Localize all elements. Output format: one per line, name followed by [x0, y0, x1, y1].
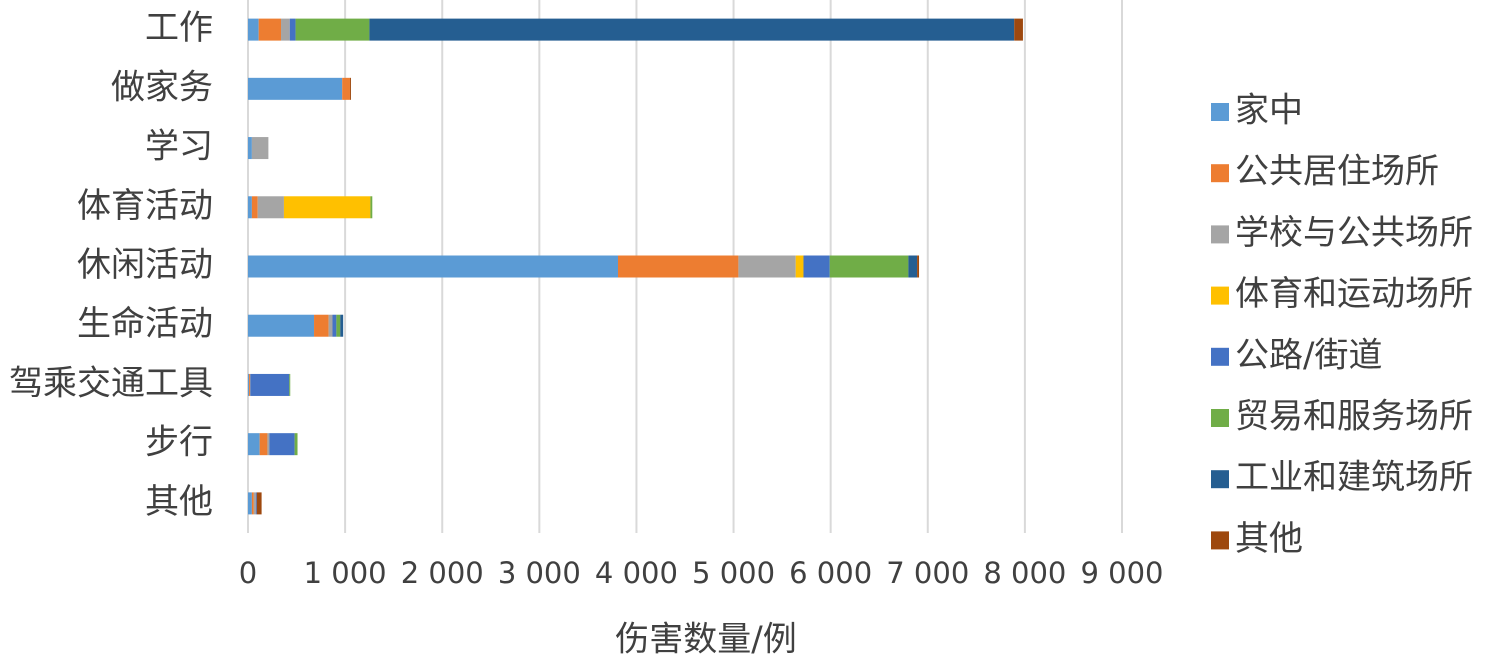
bar-segment — [251, 196, 258, 219]
y-tick-label: 驾乘交通工具 — [9, 363, 213, 403]
legend-swatch — [1211, 531, 1229, 550]
x-tick-label: 2 000 — [401, 556, 484, 590]
bar-segment — [295, 18, 370, 41]
legend-label: 贸易和服务场所 — [1235, 397, 1473, 437]
bar-segment — [248, 255, 618, 278]
bar-segment — [314, 314, 329, 337]
legend-label: 工业和建筑场所 — [1235, 458, 1473, 498]
y-tick-label: 生命活动 — [77, 304, 213, 344]
legend-swatch — [1211, 409, 1229, 427]
y-tick-label: 体育活动 — [77, 186, 213, 226]
bar-segment — [283, 196, 371, 219]
bar-segment — [289, 373, 291, 396]
bar-segment — [349, 77, 351, 100]
x-tick-label: 0 — [239, 556, 257, 590]
bar-segment — [251, 492, 254, 515]
x-tick-label: 9 000 — [1080, 556, 1163, 590]
y-tick-label: 学习 — [145, 127, 213, 167]
legend-swatch — [1211, 164, 1229, 183]
bar-segment — [267, 433, 270, 456]
bar-segment — [248, 18, 259, 41]
legend-label: 体育和运动场所 — [1235, 274, 1473, 314]
bar-segment — [256, 492, 262, 515]
bar-segment — [248, 77, 343, 100]
bar-segment — [248, 492, 252, 515]
bar-segment — [738, 255, 796, 278]
bar-segment — [248, 373, 249, 396]
bar-segment — [340, 314, 344, 337]
x-tick-label: 3 000 — [498, 556, 581, 590]
bar-segment — [248, 137, 252, 160]
bar-segment — [255, 492, 257, 515]
y-tick-label: 休闲活动 — [77, 245, 213, 285]
bar-segment — [289, 18, 296, 41]
legend-swatch — [1211, 103, 1229, 121]
legend-swatch — [1211, 286, 1229, 305]
legend-label: 家中 — [1235, 91, 1303, 131]
bar-segment — [917, 255, 920, 278]
x-tick-label: 7 000 — [886, 556, 969, 590]
bar-segment — [248, 314, 315, 337]
bar-segment — [336, 314, 341, 337]
bar-segment — [248, 433, 260, 456]
x-axis-label: 伤害数量/例 — [615, 620, 796, 660]
bar-segment — [248, 373, 250, 396]
y-tick-label: 步行 — [145, 423, 213, 463]
bar-segment — [250, 373, 290, 396]
bar-segment — [342, 77, 350, 100]
x-tick-label: 1 000 — [304, 556, 387, 590]
bar-segment — [332, 314, 337, 337]
x-tick-label: 5 000 — [692, 556, 775, 590]
bar-segment — [248, 196, 252, 219]
y-tick-label: 其他 — [145, 482, 213, 522]
bar-segment — [795, 255, 804, 278]
bar-segment — [829, 255, 909, 278]
legend-swatch — [1211, 347, 1229, 366]
bar-segment — [251, 137, 269, 160]
y-tick-label: 工作 — [145, 8, 213, 48]
bar-segment — [258, 18, 282, 41]
bar-segment — [257, 196, 284, 219]
legend-label: 学校与公共场所 — [1235, 213, 1473, 253]
x-tick-label: 8 000 — [983, 556, 1066, 590]
y-tick-label: 做家务 — [111, 67, 213, 107]
bar-segment — [269, 433, 295, 456]
legend-swatch — [1211, 225, 1229, 244]
bar-segment — [328, 314, 333, 337]
legend-label: 公路/街道 — [1235, 335, 1382, 375]
legend-label: 公共居住场所 — [1235, 152, 1439, 192]
bar-segment — [1014, 18, 1023, 41]
legend-swatch — [1211, 470, 1229, 489]
bar-segment — [281, 18, 290, 41]
bar-segment — [369, 18, 1015, 41]
bar-segment — [253, 492, 256, 515]
bar-segment — [259, 433, 268, 456]
bar-segment — [370, 196, 373, 219]
bar-segment — [617, 255, 739, 278]
x-tick-label: 6 000 — [789, 556, 872, 590]
bar-segment — [294, 433, 298, 456]
bar-segment — [803, 255, 830, 278]
bar-segment — [908, 255, 918, 278]
legend-label: 其他 — [1235, 519, 1303, 559]
x-tick-label: 4 000 — [595, 556, 678, 590]
